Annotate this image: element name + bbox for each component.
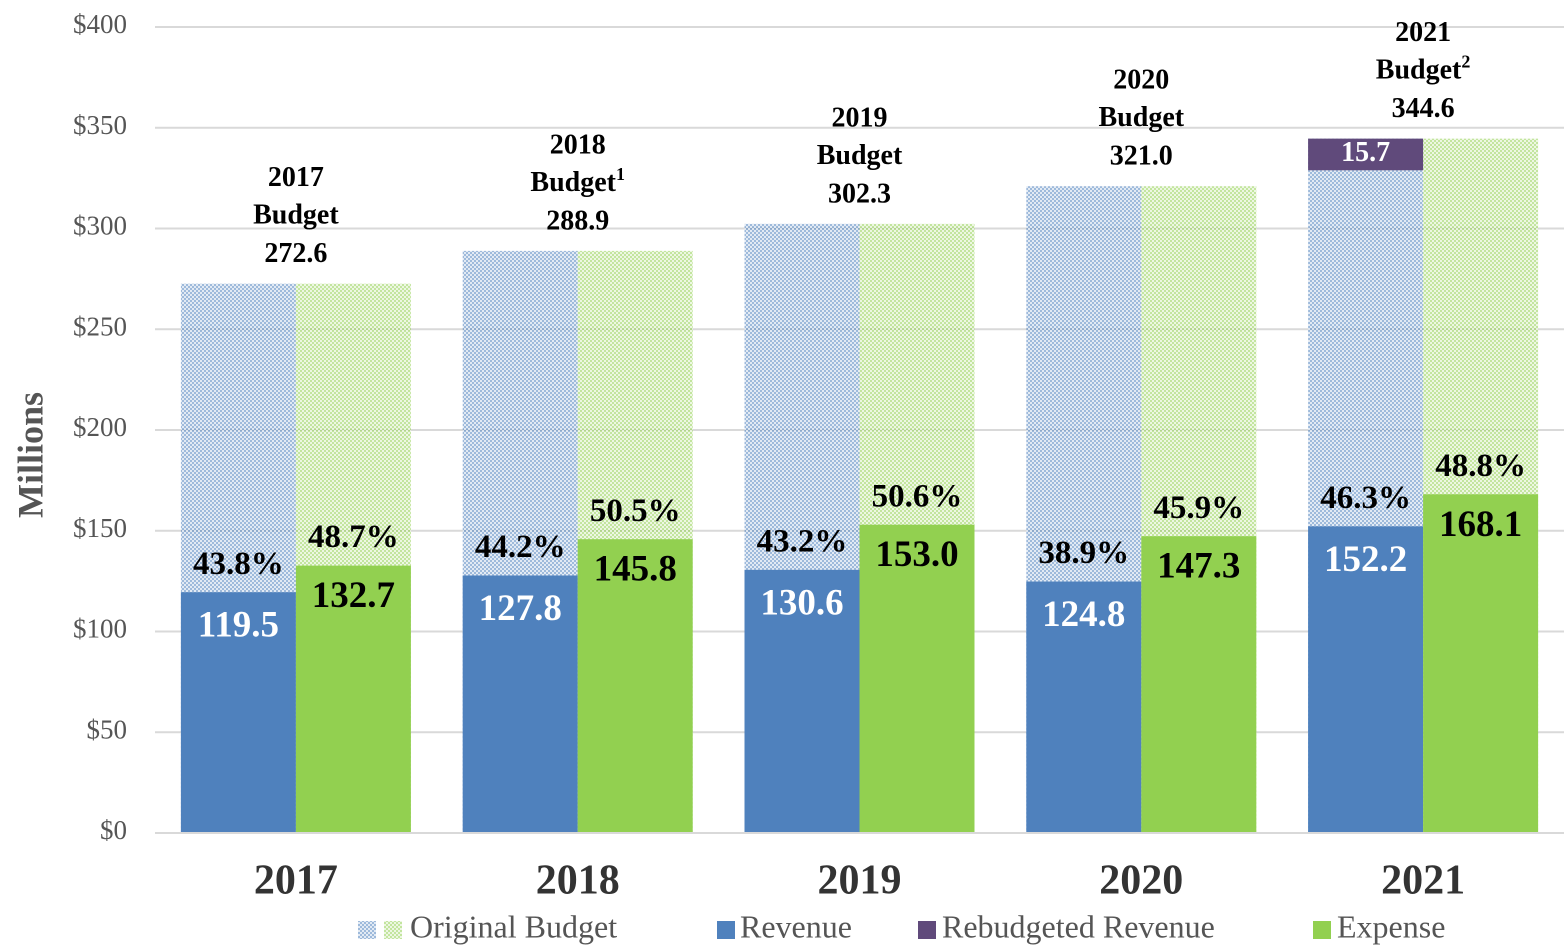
expense-label: 145.8	[594, 549, 677, 590]
y-tick-label: $50	[87, 714, 128, 744]
y-tick-label: $100	[73, 614, 127, 644]
x-tick-label: 2018	[536, 858, 620, 904]
budget-year: 2021	[1395, 17, 1451, 48]
revenue-bar	[1026, 581, 1142, 833]
expense-percent: 50.6%	[872, 478, 963, 514]
budget-caption-text: Budget	[1376, 55, 1462, 86]
rebudget-bar	[1308, 138, 1424, 171]
revenue-bar	[180, 592, 296, 833]
legend-swatch	[918, 921, 936, 939]
y-tick-label: $0	[100, 815, 127, 845]
x-tick-label: 2021	[1381, 858, 1465, 904]
budget-year: 2017	[268, 162, 324, 193]
budget-caption-text: Budget	[530, 167, 616, 198]
y-tick-label: $400	[73, 9, 127, 39]
expense-percent: 48.7%	[308, 519, 399, 555]
revenue-percent: 43.2%	[757, 523, 848, 559]
expense-bar	[1141, 536, 1257, 833]
revenue-label: 127.8	[479, 588, 562, 629]
budget-value: 272.6	[264, 238, 327, 269]
expense-label: 168.1	[1439, 504, 1522, 545]
y-tick-label: $250	[73, 311, 127, 341]
expense-bar	[577, 539, 693, 833]
budget-caption: Budget	[817, 140, 903, 171]
x-tick-label: 2019	[818, 858, 902, 904]
y-tick-label: $350	[73, 110, 127, 140]
expense-bar	[859, 524, 975, 833]
budget-note: 1	[616, 164, 625, 184]
revenue-bar	[744, 569, 860, 833]
legend-label: Revenue	[740, 908, 852, 944]
budget-value: 321.0	[1110, 141, 1173, 172]
budget-caption-text: Budget	[817, 140, 903, 171]
revenue-percent: 46.3%	[1320, 480, 1411, 516]
expense-label: 147.3	[1157, 546, 1240, 587]
budget-caption: Budget1	[530, 164, 625, 198]
expense-label: 132.7	[312, 575, 395, 616]
budget-caption: Budget	[253, 200, 339, 231]
budget-value: 288.9	[546, 205, 609, 236]
revenue-bar	[1308, 526, 1424, 833]
revenue-percent: 38.9%	[1038, 535, 1129, 571]
revenue-percent: 44.2%	[475, 529, 566, 565]
x-tick-label: 2017	[254, 858, 338, 904]
revenue-percent: 43.8%	[193, 546, 284, 582]
revenue-label: 119.5	[198, 605, 279, 646]
rebudget-label: 15.7	[1341, 137, 1390, 168]
revenue-label: 130.6	[760, 582, 843, 623]
budget-value: 302.3	[828, 178, 891, 209]
legend-swatch	[1313, 921, 1331, 939]
expense-label: 153.0	[875, 534, 958, 575]
expense-percent: 48.8%	[1435, 448, 1526, 484]
budget-caption-text: Budget	[253, 200, 339, 231]
budget-value: 344.6	[1392, 93, 1455, 124]
legend-label: Rebudgeted Revenue	[942, 908, 1215, 944]
expense-bar	[1423, 494, 1539, 833]
budget-caption: Budget2	[1376, 52, 1471, 86]
revenue-bar	[462, 575, 578, 833]
budget-note: 2	[1461, 52, 1470, 72]
legend-swatch	[717, 921, 735, 939]
expense-percent: 45.9%	[1153, 490, 1244, 526]
budget-year: 2020	[1113, 65, 1169, 96]
legend-swatch	[384, 921, 402, 939]
budget-year: 2018	[550, 129, 606, 160]
expense-bar	[295, 565, 411, 833]
budget-caption-text: Budget	[1099, 103, 1185, 134]
expense-percent: 50.5%	[590, 493, 681, 529]
y-axis-label: Millions	[10, 392, 50, 518]
legend-swatch	[358, 921, 376, 939]
legend-label: Original Budget	[410, 908, 617, 944]
y-tick-label: $300	[73, 211, 127, 241]
revenue-label: 152.2	[1324, 539, 1407, 580]
x-tick-label: 2020	[1099, 858, 1183, 904]
y-tick-label: $150	[73, 513, 127, 543]
legend-label: Expense	[1337, 908, 1445, 944]
budget-year: 2019	[832, 102, 888, 133]
y-tick-label: $200	[73, 412, 127, 442]
budget-caption: Budget	[1099, 103, 1185, 134]
revenue-label: 124.8	[1042, 594, 1125, 635]
